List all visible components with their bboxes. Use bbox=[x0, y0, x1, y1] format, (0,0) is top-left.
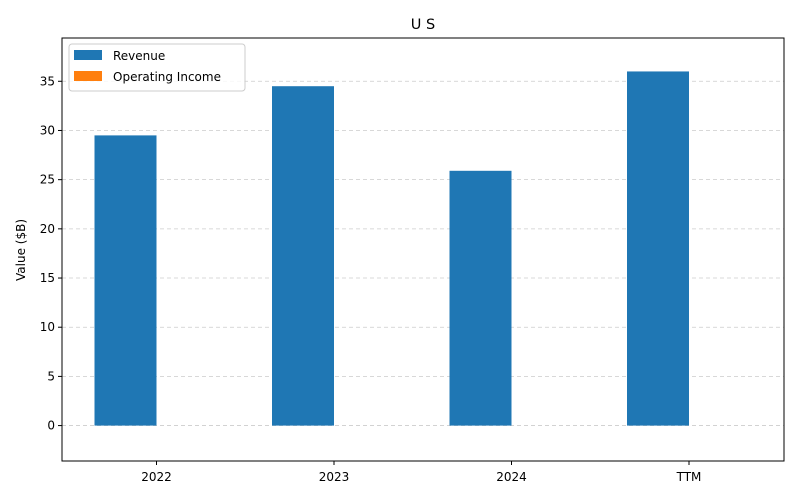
y-tick-label: 10 bbox=[40, 320, 55, 334]
bar-revenue-ttm bbox=[627, 71, 689, 426]
legend-swatch-revenue bbox=[74, 50, 102, 60]
bar-revenue-2022 bbox=[94, 135, 157, 426]
x-tick-label: 2024 bbox=[496, 470, 527, 484]
legend-box bbox=[68, 43, 246, 92]
legend-label: Operating Income bbox=[113, 70, 221, 84]
y-tick-label: 5 bbox=[47, 369, 55, 383]
y-tick-label: 15 bbox=[40, 271, 55, 285]
bars bbox=[94, 71, 689, 426]
y-tick-label: 30 bbox=[40, 123, 55, 137]
chart-title: U S bbox=[411, 17, 435, 33]
y-tick-label: 0 bbox=[47, 419, 55, 433]
bar-revenue-2023 bbox=[272, 86, 334, 426]
y-axis: 0 5 10 15 20 25 30 35 bbox=[40, 74, 62, 433]
legend-swatch-operating-income bbox=[74, 71, 102, 81]
x-axis: 2022 2023 2024 TTM bbox=[141, 461, 701, 484]
bar-revenue-2024 bbox=[449, 170, 512, 426]
x-tick-label: 2023 bbox=[319, 470, 350, 484]
legend: Revenue Operating Income bbox=[68, 43, 246, 92]
y-tick-label: 20 bbox=[40, 222, 55, 236]
x-tick-label: TTM bbox=[676, 470, 702, 484]
legend-label: Revenue bbox=[113, 49, 165, 63]
y-tick-label: 35 bbox=[40, 74, 55, 88]
y-axis-label: Value ($B) bbox=[14, 219, 28, 281]
x-tick-label: 2022 bbox=[141, 470, 172, 484]
y-tick-label: 25 bbox=[40, 173, 55, 187]
grid-lines bbox=[62, 80, 784, 426]
plot-frame bbox=[61, 37, 785, 462]
